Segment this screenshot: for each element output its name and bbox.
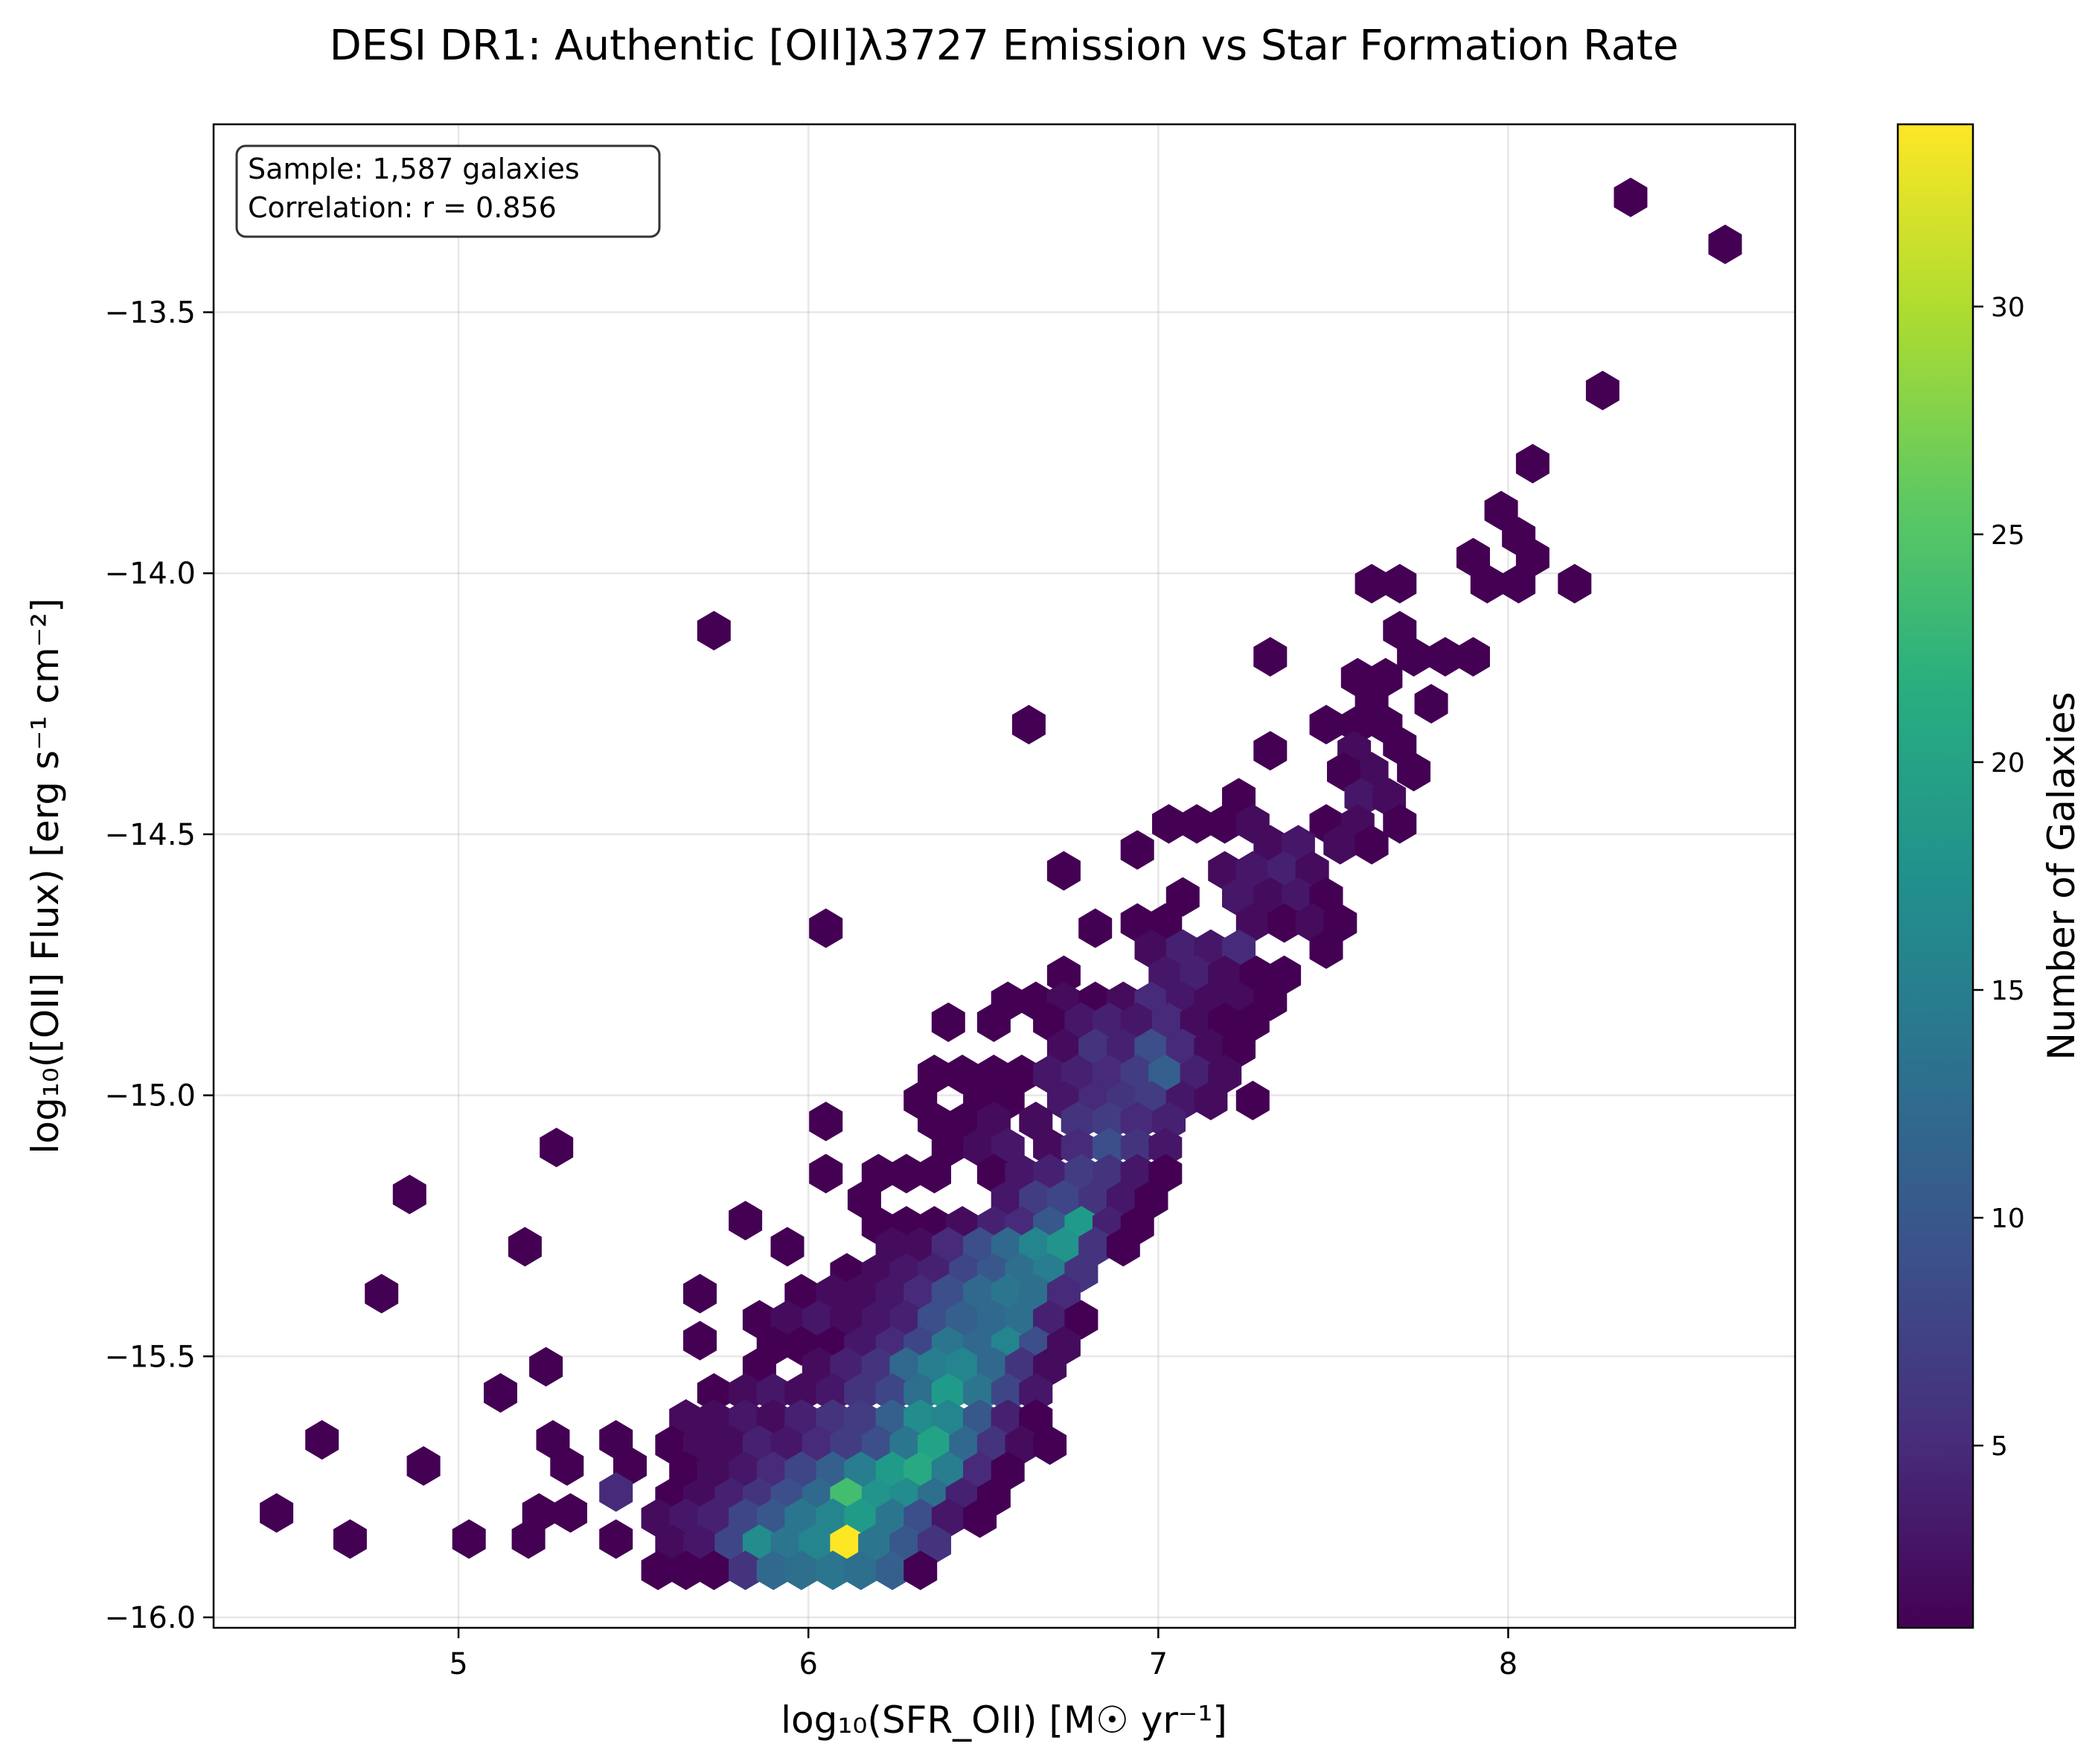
hexbin-cell (392, 1175, 426, 1215)
hexbin-cell (1397, 752, 1431, 792)
hexbin-cell (1046, 851, 1081, 891)
y-tick-label: −15.5 (104, 1340, 196, 1374)
hexbin-cell (1585, 371, 1619, 411)
colorbar-label: Number of Galaxies (2040, 691, 2083, 1060)
hexbin-cell (809, 1102, 843, 1142)
hexbin-cell (1253, 731, 1288, 771)
hexbin-cell (260, 1493, 294, 1533)
hexbin-cell (1355, 825, 1389, 865)
colorbar-ticks: 5 10 15 20 25 30 (1973, 293, 2025, 1462)
hexbin-cell (1078, 908, 1113, 948)
colorbar-tick-label: 20 (1991, 748, 2025, 779)
hexbin-cell (1414, 683, 1448, 724)
hexbin-cell (452, 1519, 486, 1559)
hexbin-cell (1033, 1425, 1067, 1466)
plot-frame (212, 123, 1797, 1629)
y-tick-label: −15.0 (104, 1079, 196, 1113)
stats-annotation: Sample: 1,587 galaxies Correlation: r = … (235, 144, 661, 238)
annotation-sample: Sample: 1,587 galaxies (248, 153, 580, 185)
hexbin-cell (484, 1372, 517, 1413)
hexbin-cell (305, 1419, 339, 1460)
colorbar (1896, 123, 1974, 1629)
hexbin-cell (1327, 752, 1360, 792)
hexbin-cell (809, 908, 843, 948)
x-axis-label: log₁₀(SFR_OII) [M☉ yr⁻¹] (781, 1699, 1227, 1742)
hexbin-cell (1614, 177, 1648, 217)
hexbin-cell (1383, 804, 1417, 844)
y-tick-label: −13.5 (104, 296, 196, 330)
hexbin-cell (729, 1201, 763, 1241)
hexbin-cell (1515, 444, 1549, 484)
hexbin-cell (1011, 705, 1046, 745)
hexbin-cell (1120, 830, 1154, 870)
hexbin-cell (1309, 705, 1343, 745)
hexbin-cell (554, 1493, 587, 1533)
hexbin-cell (1106, 1227, 1140, 1267)
hexbin-cell (683, 1274, 717, 1314)
hexbin-cell (1235, 1081, 1270, 1121)
x-tick-label: 6 (799, 1647, 817, 1681)
hexbin-cell (1484, 490, 1518, 531)
hexbin-cell (550, 1446, 584, 1486)
colorbar-tick-label: 15 (1991, 976, 2025, 1006)
hexbin-cell (1194, 1081, 1228, 1121)
x-tick-label: 5 (449, 1647, 467, 1681)
colorbar-tick-label: 5 (1991, 1431, 2008, 1462)
hexbin-cell (511, 1519, 546, 1559)
y-tick-label: −14.5 (104, 818, 196, 852)
hexbin-cell (1558, 563, 1592, 604)
hexbin-cell (1456, 636, 1490, 677)
x-tick-label: 7 (1149, 1647, 1168, 1681)
hexbin-cell (963, 1498, 997, 1538)
hexbin-cell (1309, 929, 1343, 969)
hexbin-cell (365, 1274, 399, 1314)
hexbin-cell (1502, 563, 1536, 604)
x-tick-label: 8 (1499, 1647, 1517, 1681)
y-axis-label: log₁₀([OII] Flux) [erg s⁻¹ cm⁻²] (24, 598, 67, 1154)
x-axis-ticks: 5 6 7 8 (449, 1628, 1517, 1681)
hexbin-cells (260, 177, 1742, 1591)
colorbar-tick-label: 30 (1991, 293, 2025, 323)
hexbin-cell (918, 1154, 951, 1194)
hexbin-cell (508, 1227, 542, 1267)
annotation-correlation: Correlation: r = 0.856 (248, 191, 557, 224)
hexbin-cell (1253, 636, 1288, 677)
hexbin-cell (406, 1446, 441, 1486)
annotation-box (235, 144, 661, 238)
hexbin-cell (976, 1002, 1011, 1042)
hexbin-cell (683, 1320, 717, 1361)
hexbin-cell (540, 1128, 574, 1168)
y-tick-label: −16.0 (104, 1601, 196, 1635)
hexbin-cell (1165, 877, 1200, 917)
colorbar-tick-label: 10 (1991, 1204, 2025, 1234)
hexbin-cell (333, 1519, 367, 1559)
chart-title: DESI DR1: Authentic [OII]λ3727 Emission … (330, 22, 1679, 70)
hexbin-cell (697, 610, 731, 651)
hexbin-cell (931, 1002, 965, 1042)
hexbin-cell (770, 1227, 805, 1267)
y-tick-label: −14.0 (104, 557, 196, 591)
hexbin-cell (599, 1519, 633, 1559)
hexbin-cell (809, 1154, 843, 1194)
hexbin-cell (1383, 563, 1417, 604)
hexbin-cell (904, 1550, 938, 1591)
hexbin-cell (1708, 224, 1742, 264)
hexbin-cell (1064, 1300, 1098, 1340)
hexbin-cell (529, 1346, 563, 1387)
y-axis-ticks: −16.0 −15.5 −15.0 −14.5 −14.0 −13.5 (104, 296, 214, 1635)
colorbar-tick-label: 25 (1991, 520, 2025, 551)
hexbin-cell (599, 1472, 633, 1512)
